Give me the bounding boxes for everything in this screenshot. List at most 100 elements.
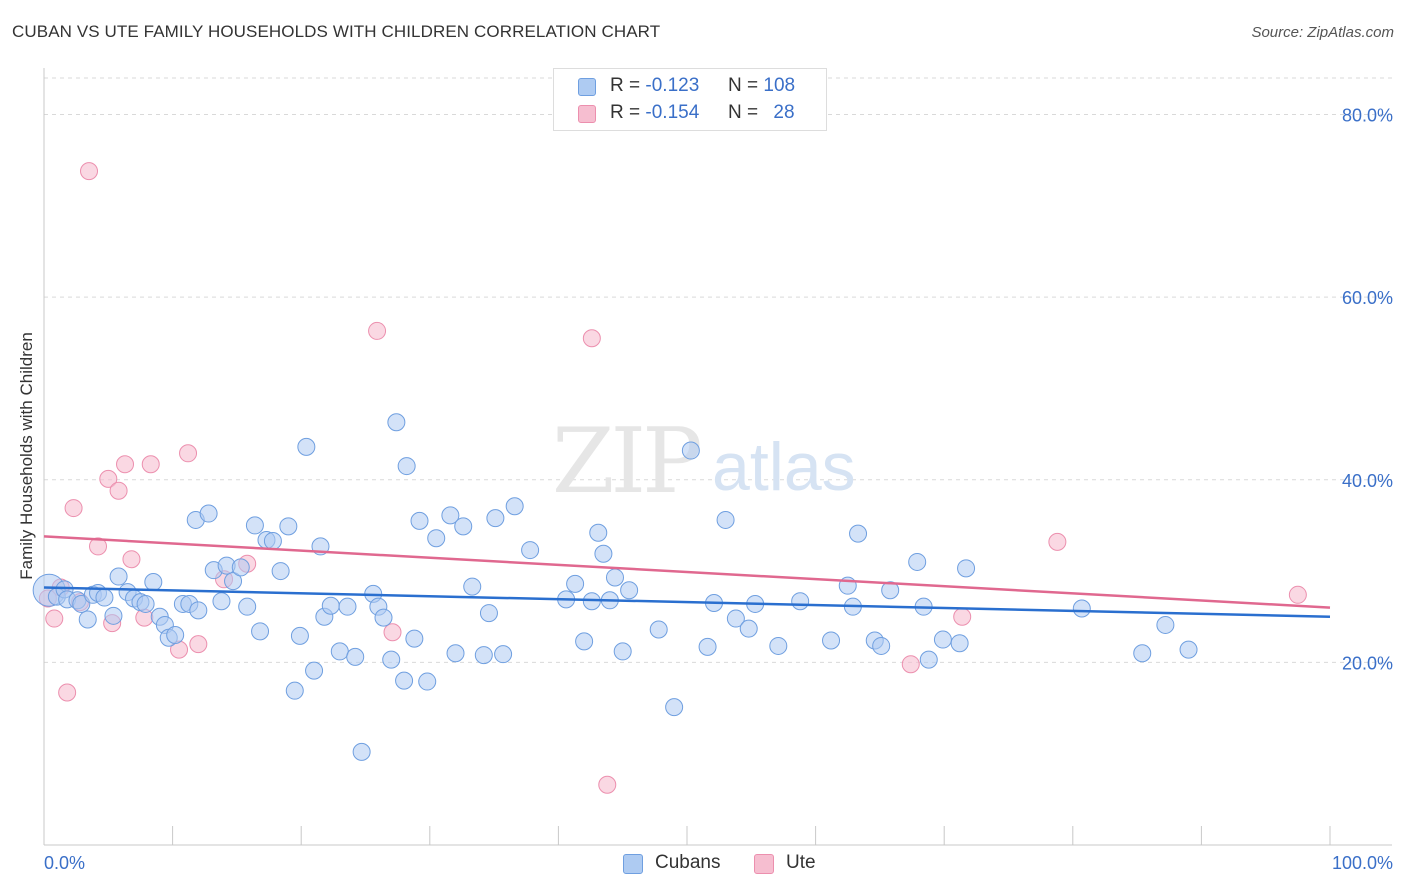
cuban-point (382, 650, 401, 669)
cuban-point (352, 742, 371, 761)
r-label: R = (610, 102, 641, 123)
cuban-point (494, 645, 513, 664)
ute-point (1048, 532, 1067, 551)
legend-n-cubans: N = 108 (728, 75, 795, 97)
cuban-point (1179, 640, 1198, 659)
cubans-legend-swatch (623, 854, 643, 874)
ute-swatch (578, 105, 596, 123)
legend-r-ute: R = -0.154 (610, 102, 699, 124)
ute-point (901, 655, 920, 674)
cuban-point (505, 497, 524, 516)
cuban-point (330, 642, 349, 661)
cuban-point (908, 552, 927, 571)
cuban-point (109, 567, 128, 586)
cuban-point (446, 644, 465, 663)
cuban-point (224, 572, 243, 591)
cuban-point (290, 626, 309, 645)
cuban-point (463, 577, 482, 596)
cuban-point (919, 650, 938, 669)
cuban-point (285, 681, 304, 700)
cuban-point (589, 523, 608, 542)
cubans-swatch (578, 78, 596, 96)
correlation-legend: R = -0.123 N = 108 R = -0.154 N = 28 (553, 68, 827, 131)
watermark-atlas: atlas (712, 429, 856, 505)
ute-point (80, 162, 99, 181)
n-label: N = (728, 75, 759, 96)
y-tick-label-20: 20.0% (1342, 653, 1393, 673)
cuban-point (279, 517, 298, 536)
cuban-point (104, 606, 123, 625)
cuban-point (346, 647, 365, 666)
cuban-point (78, 610, 97, 629)
trend-lines (43, 535, 1331, 618)
cuban-point (665, 698, 684, 717)
cuban-point (238, 597, 257, 616)
cuban-point (620, 581, 639, 600)
legend-r-cubans: R = -0.123 (610, 75, 699, 97)
ute-point (189, 635, 208, 654)
cubans-trend-line (43, 586, 1331, 618)
cuban-point (594, 544, 613, 563)
cuban-point (681, 441, 700, 460)
ute-point (99, 469, 118, 488)
cuban-point (739, 619, 758, 638)
cuban-point (95, 588, 114, 607)
ute-point (368, 321, 387, 340)
cuban-point (933, 630, 952, 649)
cuban-point (1133, 644, 1152, 663)
cuban-point (872, 636, 891, 655)
cuban-point (144, 573, 163, 592)
cuban-point (231, 558, 250, 577)
cuban-point (410, 511, 429, 530)
cuban-point (297, 437, 316, 456)
cuban-point (849, 524, 868, 543)
ute-point (116, 455, 135, 474)
cuban-point (716, 510, 735, 529)
cuban-point (405, 629, 424, 648)
y-tick-label-40: 40.0% (1342, 471, 1393, 491)
source-label: Source: ZipAtlas.com (1251, 24, 1394, 41)
ute-point (122, 550, 141, 569)
cuban-point (321, 596, 340, 615)
cuban-point (726, 609, 745, 628)
cuban-point (338, 597, 357, 616)
n-label: N = (728, 102, 759, 123)
cuban-point (649, 620, 668, 639)
cuban-point (605, 568, 624, 587)
ute-point (89, 537, 108, 556)
cuban-point (791, 592, 810, 611)
watermark-zip: ZIP (552, 409, 700, 514)
x-tick-label-100: 100.0% (1332, 853, 1393, 873)
cuban-point (486, 509, 505, 528)
cubans-legend-label: Cubans (655, 852, 721, 873)
cuban-point (189, 601, 208, 620)
y-tick-label-60: 60.0% (1342, 288, 1393, 308)
watermark: ZIP atlas (552, 409, 856, 514)
ute-point (1288, 585, 1307, 604)
chart-title: CUBAN VS UTE FAMILY HOUSEHOLDS WITH CHIL… (12, 22, 661, 41)
ute-point (58, 683, 77, 702)
cuban-point (454, 517, 473, 536)
x-tick-label-0: 0.0% (44, 853, 85, 873)
ute-point (64, 499, 83, 518)
cuban-point (305, 661, 324, 680)
cuban-point (575, 632, 594, 651)
cuban-point (1072, 599, 1091, 618)
cuban-point (263, 531, 282, 550)
cuban-point (769, 636, 788, 655)
r-value-ute: -0.154 (645, 102, 700, 123)
cuban-point (474, 646, 493, 665)
ute-trend-line (43, 535, 1331, 609)
cuban-point (271, 562, 290, 581)
cuban-point (199, 504, 218, 523)
cuban-point (521, 541, 540, 560)
cuban-point (395, 671, 414, 690)
n-value-cubans: 108 (763, 75, 796, 96)
cuban-point (822, 631, 841, 650)
y-tick-label-80: 80.0% (1342, 106, 1393, 126)
cuban-point (245, 516, 264, 535)
cuban-point (251, 622, 270, 641)
cuban-point (387, 413, 406, 432)
cuban-point (479, 604, 498, 623)
